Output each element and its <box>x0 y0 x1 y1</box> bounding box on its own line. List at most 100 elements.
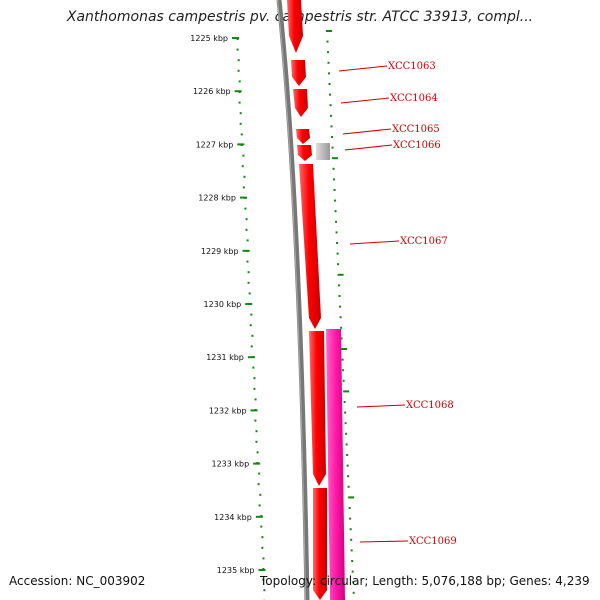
gc-dot <box>338 295 341 297</box>
genome-backbone-highlight <box>277 0 306 600</box>
gene-leader-line <box>359 540 409 543</box>
gc-dot <box>238 101 241 104</box>
gc-dot <box>255 440 258 443</box>
gc-dot <box>341 358 344 361</box>
gene-label-xcc1065[interactable]: XCC1065 <box>392 124 440 135</box>
gc-dot <box>344 411 347 414</box>
scale-tick-label: 1228 kbp <box>198 194 236 203</box>
gc-dot <box>256 451 259 454</box>
gc-dot <box>327 61 330 64</box>
gc-dot <box>333 189 336 191</box>
gc-dot <box>247 281 250 284</box>
gc-dot <box>257 483 260 486</box>
gene-leader-line <box>356 404 406 408</box>
forward-strand-features <box>287 0 327 600</box>
scale-tick-label: 1225 kbp <box>190 34 228 43</box>
gc-dot <box>247 271 250 274</box>
gc-dot <box>338 284 341 287</box>
gc-dot <box>343 390 350 393</box>
gene-label-xcc1069[interactable]: XCC1069 <box>409 536 457 547</box>
gc-dot <box>345 432 348 435</box>
gene-labels: XCC1063 XCC1064 XCC1065 XCC1066 XCC1067 XCC10… <box>338 61 457 547</box>
scale-tick-label: 1229 kbp <box>201 247 239 256</box>
gene-xcc1062-arrow[interactable] <box>287 0 303 53</box>
pseudogene-block[interactable] <box>316 143 330 160</box>
scale-tick-label: 1231 kbp <box>206 353 244 362</box>
gc-dot <box>239 112 242 115</box>
gc-dot <box>346 454 349 456</box>
gc-dot <box>258 504 261 507</box>
gc-dot <box>348 496 355 499</box>
gc-dot <box>333 178 336 181</box>
gc-dot <box>337 273 344 276</box>
misc-feature-bar[interactable] <box>326 329 345 600</box>
gene-xcc1064-arrow[interactable] <box>293 89 308 117</box>
scale-tick-label: 1227 kbp <box>196 140 234 149</box>
gene-label-xcc1064[interactable]: XCC1064 <box>390 93 438 104</box>
gc-dot <box>329 104 332 107</box>
gc-dot <box>260 525 263 528</box>
gc-dot <box>249 324 252 327</box>
gene-xcc1069-arrow[interactable] <box>313 488 327 600</box>
gc-dot <box>345 443 348 446</box>
gc-dot <box>337 263 340 266</box>
scale-tick-label: 1232 kbp <box>209 406 247 415</box>
scale-tick-label: 1226 kbp <box>193 87 231 96</box>
gc-dot <box>350 538 353 541</box>
gc-dot <box>263 589 266 592</box>
gc-dot <box>326 40 329 43</box>
gc-dot <box>243 175 246 178</box>
gc-dot <box>251 334 254 337</box>
gc-dot <box>326 30 332 32</box>
genome-backbone <box>276 0 310 600</box>
gc-dot <box>348 507 351 509</box>
topology-summary-text: Topology: circular; Length: 5,076,188 bp… <box>260 574 590 588</box>
gc-dot <box>331 146 334 149</box>
gc-dot <box>335 231 338 234</box>
gc-dot <box>245 218 248 221</box>
accession-text: Accession: NC_003902 <box>9 574 146 588</box>
gene-xcc1068-arrow[interactable] <box>309 331 326 486</box>
gene-label-xcc1068[interactable]: XCC1068 <box>406 400 454 411</box>
gc-dot <box>254 398 257 401</box>
gene-label-xcc1063[interactable]: XCC1063 <box>388 61 436 72</box>
gc-dot <box>253 387 256 390</box>
gc-dot <box>262 557 265 560</box>
gc-dot <box>332 167 335 170</box>
gc-dot <box>327 51 330 54</box>
gc-dot <box>238 80 241 83</box>
gene-label-xcc1066[interactable]: XCC1066 <box>393 140 441 151</box>
gc-dot <box>245 228 248 231</box>
gc-dot <box>246 260 249 263</box>
gc-dot <box>335 220 338 223</box>
gc-dot <box>261 536 264 539</box>
gc-dot <box>246 239 249 242</box>
gene-leader-line <box>342 128 392 135</box>
gc-dot <box>255 430 258 433</box>
gc-dot <box>250 313 253 316</box>
gc-dot <box>336 242 339 244</box>
gc-dot <box>350 549 353 552</box>
gene-xcc1065-arrow[interactable] <box>296 129 310 144</box>
scale-tick-label: 1235 kbp <box>217 566 255 575</box>
gc-dot <box>347 475 350 478</box>
gc-dot <box>343 401 346 403</box>
gc-dot <box>242 186 245 189</box>
gc-dot <box>237 69 240 72</box>
gc-dot <box>253 377 256 380</box>
gene-xcc1066-arrow[interactable] <box>297 145 312 161</box>
gene-leader-line <box>338 65 388 72</box>
gc-dot <box>244 207 247 210</box>
gene-label-xcc1067[interactable]: XCC1067 <box>400 236 448 247</box>
gc-dot <box>331 136 334 138</box>
gene-xcc1063-arrow[interactable] <box>291 60 306 86</box>
gc-dot <box>334 199 337 202</box>
scale-tick-label: 1230 kbp <box>204 300 242 309</box>
gc-dot <box>332 157 339 160</box>
gc-dot <box>349 517 352 520</box>
gene-xcc1067-arrow[interactable] <box>299 164 321 329</box>
gc-dot <box>351 560 354 562</box>
gc-dot <box>352 591 355 594</box>
gc-dot <box>328 83 331 85</box>
